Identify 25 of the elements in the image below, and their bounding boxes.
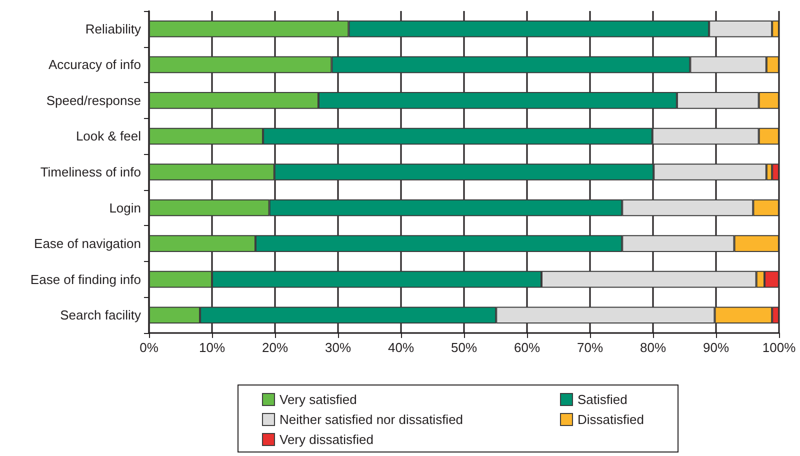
- legend-label: Dissatisfied: [578, 412, 644, 427]
- y-tick-label: Ease of finding info: [30, 272, 141, 287]
- y-tick-label: Search facility: [60, 308, 142, 323]
- legend-label: Satisfied: [578, 392, 628, 407]
- y-tick-label: Look & feel: [76, 128, 142, 144]
- y-tick-label: Timeliness of info: [40, 164, 141, 180]
- x-tick-label: 70%: [576, 340, 604, 355]
- legend-label: Very dissatisfied: [280, 432, 374, 447]
- x-tick-label: 30%: [324, 340, 352, 355]
- legend-label: Neither satisfied nor dissatisfied: [280, 412, 464, 427]
- x-tick-label: 100%: [762, 340, 796, 355]
- y-tick-label: Ease of navigation: [34, 236, 141, 252]
- x-tick-label: 40%: [388, 340, 414, 355]
- x-tick-label: 60%: [514, 340, 540, 355]
- x-tick-label: 50%: [450, 340, 478, 355]
- x-tick-label: 0%: [140, 340, 159, 355]
- y-tick-label: Login: [109, 200, 141, 216]
- x-tick-label: 20%: [262, 340, 288, 355]
- x-tick-label: 80%: [640, 340, 666, 355]
- legend-label: Very satisfied: [280, 392, 357, 407]
- y-tick-label: Accuracy of info: [48, 57, 141, 72]
- y-tick-label: Speed/response: [46, 92, 141, 108]
- y-tick-label: Reliability: [85, 21, 142, 36]
- x-tick-label: 90%: [702, 340, 730, 355]
- x-tick-label: 10%: [198, 340, 226, 355]
